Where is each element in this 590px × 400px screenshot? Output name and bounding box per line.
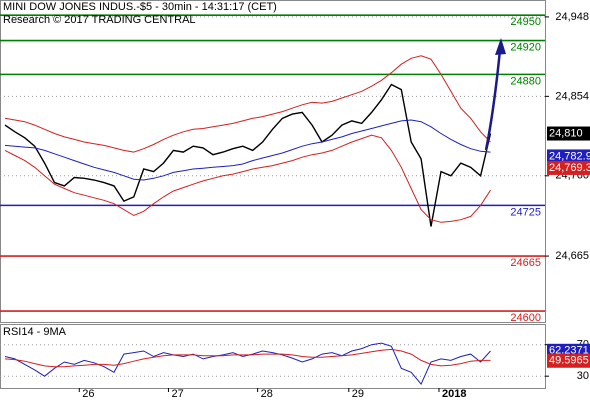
level-label: 24920 bbox=[510, 41, 541, 53]
level-label: 24665 bbox=[510, 257, 541, 269]
level-label: 24880 bbox=[510, 75, 541, 87]
plot-layer: 24,94824,85424,76024,6652495024920248802… bbox=[0, 11, 590, 400]
value-tag-label: 24,810 bbox=[549, 127, 583, 139]
level-label: 24725 bbox=[510, 206, 541, 218]
value-tag-label: 24,782.9 bbox=[549, 150, 590, 162]
y-tick-label: 24,665 bbox=[555, 250, 589, 262]
series-line bbox=[4, 119, 491, 181]
chart-title: MINI DOW JONES INDUS.-$5 - 30min - 14:31… bbox=[3, 1, 277, 13]
chart-subtitle: Research © 2017 TRADING CENTRAL bbox=[3, 14, 196, 26]
forecast-arrow bbox=[484, 49, 502, 151]
value-tag-label: 24,769.3 bbox=[549, 162, 590, 174]
series-line bbox=[4, 83, 492, 227]
forecast-arrowhead bbox=[495, 38, 506, 55]
x-tick-label: 28 bbox=[261, 388, 273, 400]
value-tag bbox=[547, 160, 590, 175]
price-panel bbox=[0, 0, 546, 323]
value-tag-label: 49.5965 bbox=[549, 355, 589, 367]
x-tick-label: 29 bbox=[352, 388, 364, 400]
x-tick-label: 26 bbox=[82, 388, 94, 400]
y-tick-label: 24,854 bbox=[555, 90, 589, 102]
value-tag bbox=[547, 353, 590, 368]
level-label: 24600 bbox=[510, 312, 541, 324]
rsi-title: RSI14 - 9MA bbox=[3, 326, 67, 338]
series-line bbox=[4, 134, 491, 223]
level-label: 24950 bbox=[510, 16, 541, 28]
value-tag bbox=[547, 149, 590, 164]
y-tick-label: 24,948 bbox=[555, 11, 589, 23]
series-line bbox=[4, 348, 491, 368]
y-tick-label: 30 bbox=[577, 370, 589, 382]
x-tick-label: 27 bbox=[171, 388, 183, 400]
value-tag bbox=[547, 126, 590, 141]
x-tick-label: 2018 bbox=[442, 388, 466, 400]
rsi-panel bbox=[0, 324, 546, 389]
series-line bbox=[4, 342, 491, 386]
value-tag-label: 62.2371 bbox=[549, 345, 589, 357]
series-line bbox=[4, 55, 491, 153]
